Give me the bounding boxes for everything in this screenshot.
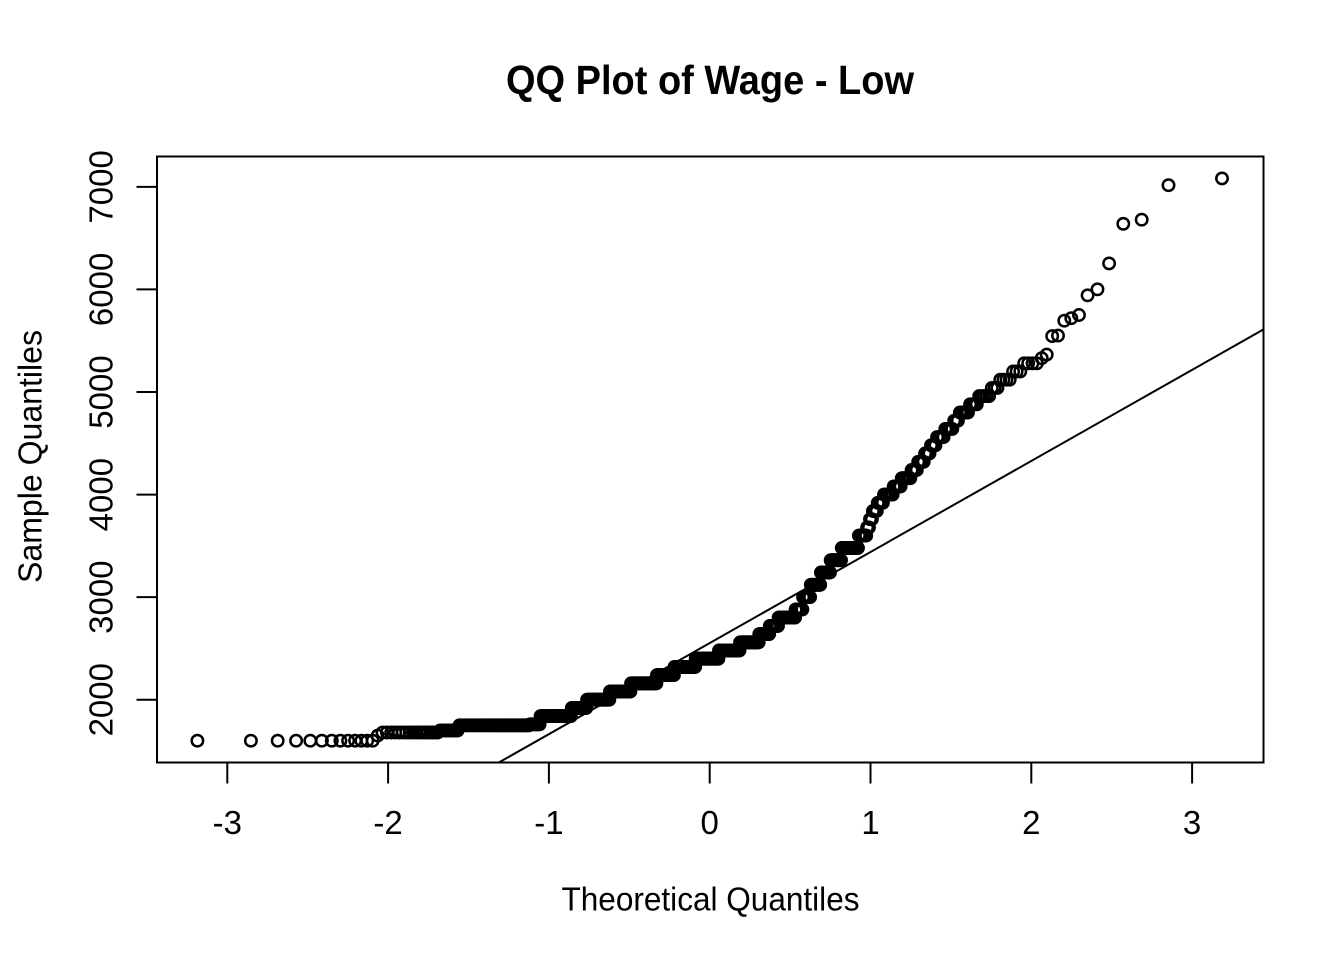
svg-text:Sample Quantiles: Sample Quantiles bbox=[12, 330, 49, 583]
svg-text:3000: 3000 bbox=[83, 560, 120, 633]
svg-text:2000: 2000 bbox=[83, 663, 120, 736]
svg-text:4000: 4000 bbox=[83, 458, 120, 531]
svg-text:3: 3 bbox=[1183, 804, 1201, 841]
svg-text:0: 0 bbox=[701, 804, 719, 841]
svg-text:-2: -2 bbox=[373, 804, 402, 841]
svg-text:Theoretical Quantiles: Theoretical Quantiles bbox=[562, 881, 860, 918]
svg-text:-1: -1 bbox=[534, 804, 563, 841]
svg-text:5000: 5000 bbox=[83, 355, 120, 428]
svg-text:7000: 7000 bbox=[83, 150, 120, 223]
svg-text:QQ Plot of Wage - Low: QQ Plot of Wage - Low bbox=[506, 57, 914, 103]
svg-text:6000: 6000 bbox=[83, 253, 120, 326]
svg-text:-3: -3 bbox=[213, 804, 242, 841]
svg-text:1: 1 bbox=[861, 804, 879, 841]
svg-text:2: 2 bbox=[1022, 804, 1040, 841]
